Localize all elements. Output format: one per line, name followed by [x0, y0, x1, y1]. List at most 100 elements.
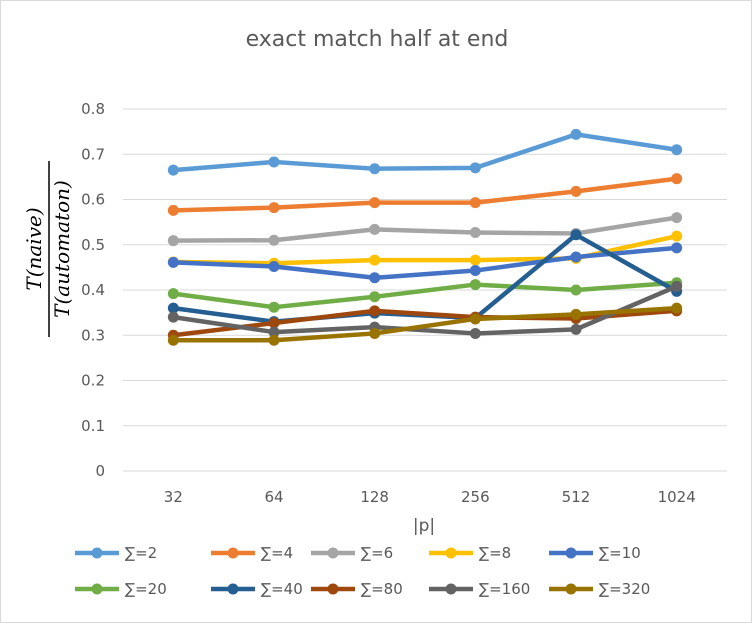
data-point	[570, 229, 582, 241]
y-tick-label: 0.4	[81, 281, 105, 299]
data-point	[469, 327, 481, 339]
series-2	[167, 212, 683, 247]
data-point	[268, 260, 280, 272]
legend-item: ∑=4	[211, 544, 293, 562]
legend-item: ∑=8	[429, 544, 511, 562]
data-point	[469, 162, 481, 174]
y-tick-label: 0.5	[81, 236, 105, 254]
data-point	[369, 163, 381, 175]
data-point	[671, 280, 683, 292]
series-9	[167, 302, 683, 346]
data-point	[671, 242, 683, 254]
y-axis-label-denominator: T(automaton)	[50, 180, 74, 318]
data-point	[469, 227, 481, 239]
x-tick-label: 1024	[658, 488, 696, 506]
x-tick-label: 64	[264, 488, 283, 506]
y-tick-label: 0.8	[81, 100, 105, 118]
series-4	[167, 242, 683, 284]
data-point	[469, 265, 481, 277]
legend-swatch-marker	[565, 583, 577, 595]
y-tick-label: 0.1	[81, 417, 105, 435]
data-point	[570, 323, 582, 335]
data-point	[268, 326, 280, 338]
data-point	[369, 272, 381, 284]
data-point	[369, 197, 381, 209]
data-point	[469, 254, 481, 266]
legend-label: ∑=20	[125, 580, 167, 598]
data-point	[369, 327, 381, 339]
series-8	[167, 280, 683, 339]
data-point	[570, 128, 582, 140]
data-point	[570, 185, 582, 197]
data-point	[167, 204, 179, 216]
series-0	[167, 128, 683, 176]
series-line	[171, 284, 679, 336]
legend-item: ∑=160	[429, 580, 530, 598]
legend-item: ∑=10	[549, 544, 641, 562]
data-point	[369, 305, 381, 317]
legend-swatch-marker	[445, 547, 457, 559]
y-tick-label: 0.2	[81, 372, 105, 390]
data-point	[671, 212, 683, 224]
x-axis-label: |p|	[413, 516, 435, 536]
series-line	[171, 176, 679, 213]
legend-item: ∑=2	[75, 544, 157, 562]
data-point	[268, 301, 280, 313]
y-tick-label: 0.7	[81, 145, 105, 163]
series-line	[171, 305, 679, 343]
x-axis-ticks: 32 64 128 256 512 1024	[164, 488, 696, 506]
data-point	[167, 256, 179, 268]
data-point	[369, 223, 381, 235]
data-point	[268, 317, 280, 329]
series-1	[167, 173, 683, 216]
data-point	[671, 230, 683, 242]
data-point	[369, 291, 381, 303]
series-line	[171, 280, 679, 310]
legend-label: ∑=80	[361, 580, 403, 598]
legend-item: ∑=6	[311, 544, 393, 562]
legend-label: ∑=40	[261, 580, 303, 598]
data-point	[671, 144, 683, 156]
data-point	[167, 334, 179, 346]
legend-label: ∑=160	[479, 580, 530, 598]
data-point	[671, 302, 683, 314]
data-point	[268, 334, 280, 346]
y-axis-label-numerator: T(naive)	[22, 207, 46, 290]
series-line	[171, 132, 679, 173]
data-point	[570, 308, 582, 320]
legend-label: ∑=2	[125, 544, 157, 562]
legend-swatch-marker	[91, 583, 103, 595]
series-line	[171, 215, 679, 243]
legend-swatch-marker	[445, 583, 457, 595]
data-point	[469, 197, 481, 209]
data-point	[167, 235, 179, 247]
series-group	[167, 128, 683, 346]
chart-title: exact match half at end	[246, 27, 509, 52]
x-tick-label: 512	[562, 488, 591, 506]
data-point	[369, 254, 381, 266]
data-point	[268, 234, 280, 246]
data-point	[570, 284, 582, 296]
series-line	[171, 232, 679, 324]
legend-swatch-marker	[91, 547, 103, 559]
data-point	[469, 279, 481, 291]
legend-label: ∑=8	[479, 544, 511, 562]
y-axis-ticks: 0 0.1 0.2 0.3 0.4 0.5 0.6 0.7 0.8	[81, 100, 105, 480]
legend-item: ∑=40	[211, 580, 303, 598]
y-tick-label: 0.6	[81, 191, 105, 209]
legend-label: ∑=320	[599, 580, 650, 598]
x-tick-label: 32	[164, 488, 183, 506]
data-point	[268, 156, 280, 168]
series-5	[167, 277, 683, 313]
legend-swatch-marker	[227, 547, 239, 559]
x-tick-label: 256	[461, 488, 490, 506]
y-tick-label: 0.3	[81, 326, 105, 344]
legend-item: ∑=80	[311, 580, 403, 598]
legend-label: ∑=10	[599, 544, 641, 562]
legend-swatch-marker	[565, 547, 577, 559]
data-point	[167, 302, 179, 314]
y-axis-label: T(naive) T(automaton)	[22, 161, 74, 337]
legend-swatch-marker	[327, 547, 339, 559]
